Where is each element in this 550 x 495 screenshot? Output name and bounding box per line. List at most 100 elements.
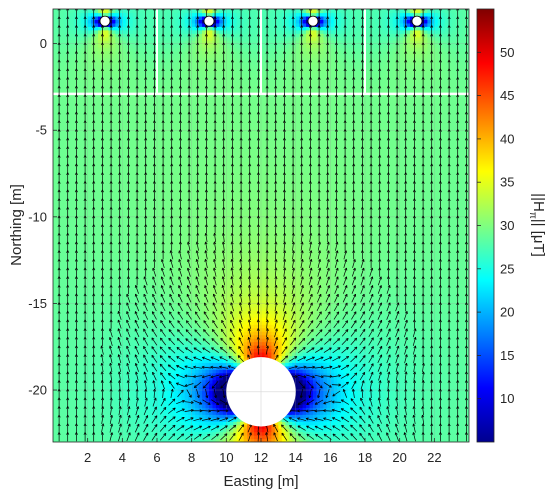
- heatmap-cell: [70, 283, 74, 287]
- heatmap-cell: [95, 290, 99, 294]
- heatmap-cell: [95, 44, 99, 48]
- heatmap-cell: [53, 265, 57, 269]
- heatmap-cell: [81, 37, 85, 41]
- heatmap-cell: [98, 414, 102, 418]
- heatmap-cell: [60, 290, 64, 294]
- heatmap-cell: [60, 321, 64, 325]
- heatmap-cell: [88, 307, 92, 311]
- heatmap-cell: [60, 394, 64, 398]
- heatmap-cell: [60, 165, 64, 169]
- heatmap-cell: [98, 331, 102, 335]
- heatmap-cell: [53, 297, 57, 301]
- heatmap-cell: [88, 224, 92, 228]
- heatmap-cell: [88, 154, 92, 158]
- heatmap-cell: [70, 227, 74, 231]
- heatmap-cell: [91, 19, 95, 23]
- heatmap-cell: [63, 47, 67, 51]
- heatmap-cell: [53, 158, 57, 162]
- heatmap-cell: [60, 71, 64, 75]
- heatmap-cell: [53, 134, 57, 138]
- heatmap-cell: [53, 317, 57, 321]
- heatmap-cell: [95, 99, 99, 103]
- heatmap-cell: [98, 404, 102, 408]
- heatmap-cell: [95, 331, 99, 335]
- heatmap-cell: [63, 141, 67, 145]
- heatmap-cell: [91, 359, 95, 363]
- heatmap-cell: [91, 151, 95, 155]
- heatmap-cell: [60, 331, 64, 335]
- heatmap-cell: [70, 206, 74, 210]
- heatmap-cell: [53, 210, 57, 214]
- heatmap-cell: [98, 245, 102, 249]
- heatmap-cell: [74, 331, 78, 335]
- heatmap-cell: [53, 380, 57, 384]
- heatmap-cell: [60, 373, 64, 377]
- heatmap-cell: [88, 407, 92, 411]
- heatmap-cell: [77, 279, 81, 283]
- heatmap-cell: [77, 383, 81, 387]
- heatmap-cell: [88, 141, 92, 145]
- heatmap-cell: [70, 314, 74, 318]
- heatmap-cell: [60, 359, 64, 363]
- heatmap-cell: [70, 137, 74, 141]
- heatmap-cell: [95, 158, 99, 162]
- heatmap-cell: [88, 331, 92, 335]
- heatmap-cell: [95, 238, 99, 242]
- heatmap-cell: [53, 376, 57, 380]
- heatmap-cell: [56, 238, 60, 242]
- heatmap-cell: [74, 30, 78, 34]
- heatmap-cell: [63, 394, 67, 398]
- heatmap-cell: [81, 175, 85, 179]
- heatmap-cell: [77, 82, 81, 86]
- heatmap-cell: [60, 26, 64, 30]
- heatmap-cell: [70, 161, 74, 165]
- heatmap-cell: [53, 335, 57, 339]
- heatmap-cell: [95, 210, 99, 214]
- heatmap-cell: [88, 255, 92, 259]
- heatmap-cell: [88, 26, 92, 30]
- heatmap-cell: [95, 109, 99, 113]
- heatmap-cell: [91, 116, 95, 120]
- heatmap-cell: [88, 245, 92, 249]
- heatmap-cell: [60, 310, 64, 314]
- heatmap-cell: [74, 411, 78, 415]
- heatmap-cell: [53, 241, 57, 245]
- heatmap-cell: [70, 262, 74, 266]
- heatmap-cell: [77, 335, 81, 339]
- heatmap-cell: [81, 151, 85, 155]
- heatmap-cell: [53, 151, 57, 155]
- heatmap-cell: [77, 123, 81, 127]
- heatmap-cell: [56, 220, 60, 224]
- heatmap-cell: [95, 182, 99, 186]
- heatmap-cell: [81, 12, 85, 16]
- heatmap-cell: [98, 425, 102, 429]
- heatmap-cell: [53, 290, 57, 294]
- heatmap-cell: [95, 414, 99, 418]
- heatmap-cell: [91, 376, 95, 380]
- heatmap-cell: [88, 182, 92, 186]
- heatmap-cell: [74, 238, 78, 242]
- heatmap-cell: [70, 189, 74, 193]
- heatmap-cell: [98, 272, 102, 276]
- heatmap-cell: [70, 276, 74, 280]
- heatmap-cell: [74, 19, 78, 23]
- heatmap-cell: [70, 196, 74, 200]
- heatmap-cell: [95, 161, 99, 165]
- heatmap-cell: [70, 82, 74, 86]
- heatmap-cell: [77, 342, 81, 346]
- heatmap-cell: [74, 99, 78, 103]
- heatmap-cell: [77, 411, 81, 415]
- heatmap-cell: [60, 82, 64, 86]
- heatmap-cell: [53, 99, 57, 103]
- heatmap-cell: [77, 193, 81, 197]
- heatmap-cell: [74, 394, 78, 398]
- heatmap-cell: [70, 51, 74, 55]
- heatmap-cell: [77, 276, 81, 280]
- heatmap-cell: [95, 75, 99, 79]
- heatmap-cell: [56, 348, 60, 352]
- heatmap-cell: [77, 85, 81, 89]
- heatmap-cell: [60, 272, 64, 276]
- heatmap-cell: [81, 116, 85, 120]
- heatmap-cell: [70, 248, 74, 252]
- heatmap-cell: [77, 286, 81, 290]
